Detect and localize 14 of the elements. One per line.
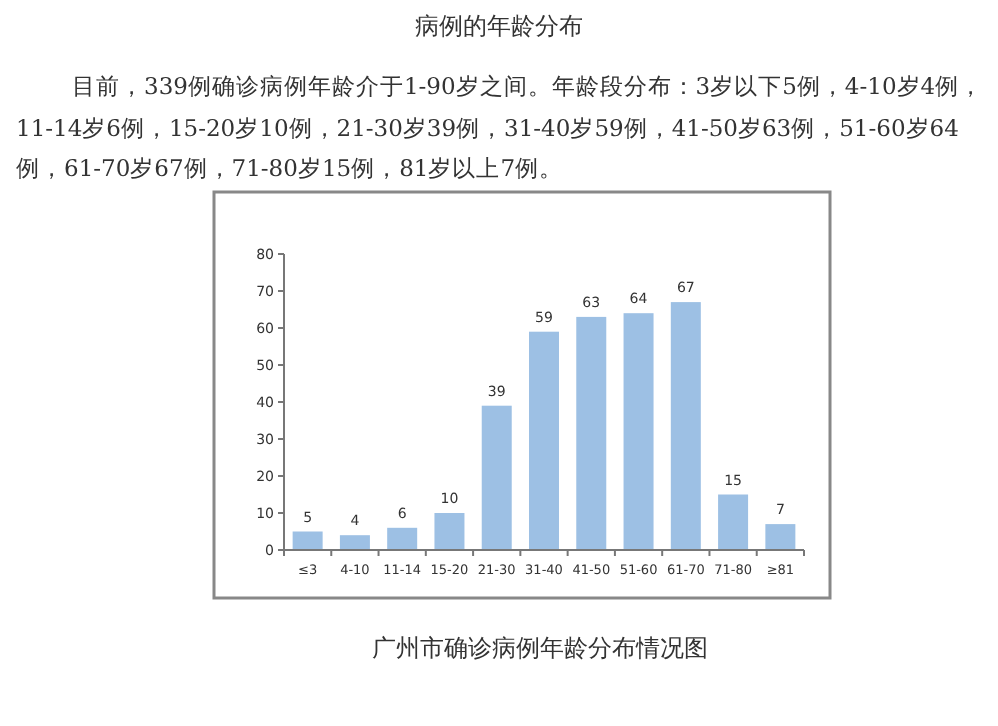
bar [718,494,749,550]
bar [434,513,465,550]
bar [387,527,418,550]
text: 广州市确诊病例年龄分布情况图 [370,632,710,666]
bar [765,524,796,550]
bar [292,531,323,550]
chart-subtitle: 目前，339例确诊病例年龄介于1-90岁之间。年龄段分布：3岁以下5例，4-10岁4例，11-14岁6例，15-20岁10例，21-30岁39例，31-40岁59例，41-50岁63例，51-60岁64例，61-70岁67例，71-80岁15例，81岁以上7例。 [16,70,984,186]
bar [529,331,559,550]
bar [576,316,607,550]
chart-title: 病例的年龄分布 [413,10,585,44]
bar [481,405,512,550]
bar [623,313,654,550]
bar [339,535,370,550]
bar [670,302,701,550]
